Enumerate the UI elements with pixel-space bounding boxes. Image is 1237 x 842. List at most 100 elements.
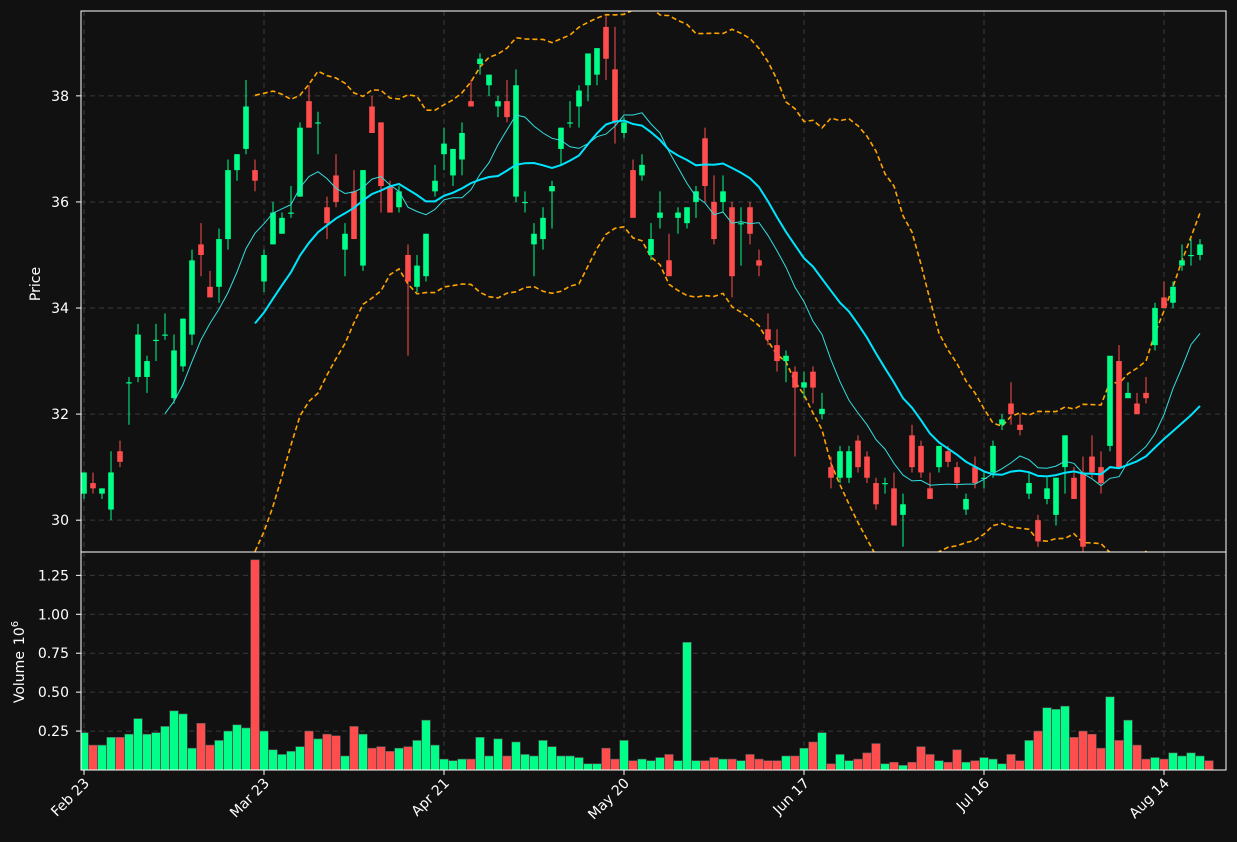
volume-bar [682,642,692,770]
volume-bar [1006,754,1016,770]
candle-body [999,419,1005,425]
volume-bar [664,754,674,770]
volume-bar [655,757,665,770]
candle-body [1125,392,1131,399]
candle-body [1026,483,1032,494]
candle-body [1089,456,1095,473]
candle-body [495,101,501,107]
candle-body [297,127,303,197]
candle-body [270,212,276,245]
volume-bar [448,760,458,770]
volume-bar [988,758,998,770]
volume-bar [1069,736,1079,770]
volume-tick-label: 0.25 [38,724,69,740]
candle-body [873,483,879,505]
volume-bar [349,726,359,770]
volume-bar [1186,752,1196,770]
volume-bar [1177,755,1187,770]
candle-body [828,467,834,478]
volume-bar [241,727,251,770]
volume-bar [601,747,611,770]
candle-body [909,435,915,468]
volume-bar [1195,755,1205,770]
price-tick-label: 38 [51,89,69,105]
volume-bar [394,747,404,770]
volume-bar [493,738,503,770]
volume-bar [781,755,791,770]
volume-bar [511,741,521,770]
volume-bar [259,730,269,770]
volume-bar [547,746,557,770]
volume-bar [205,744,215,770]
price-axis-label: Price [28,267,44,301]
volume-bar [124,733,134,770]
volume-bar [214,740,224,770]
volume-tick-label: 0.75 [38,646,69,662]
upper-band-line [254,11,1201,428]
candle-body [1017,424,1023,431]
candle-body [1053,477,1059,515]
volume-bar [943,761,953,770]
volume-bar [196,722,206,770]
candle-body [180,318,186,367]
candle-body [747,207,753,234]
candle-body [369,106,375,133]
candle-body [414,265,420,287]
volume-bar [81,732,89,770]
volume-bar [115,736,125,770]
volume-bar [520,754,530,770]
volume-bar [1087,733,1097,770]
candle-body [1152,308,1158,346]
candlesticks [81,16,1203,552]
candle-body [261,254,267,282]
volume-bar [844,760,854,770]
candle-body [198,244,204,255]
volume-tick-label: 0.50 [38,685,69,701]
volume-bar [790,755,800,770]
candle-body [720,191,726,202]
candle-body [189,260,195,335]
volume-bar [1123,719,1133,770]
candle-body [1134,403,1140,415]
volume-bar [484,755,494,770]
volume-bar [565,755,575,770]
candle-body [405,254,411,282]
candle-body [351,191,357,240]
volume-bar [403,746,413,770]
axis-labels: Price Volume 106 [10,267,44,703]
volume-bar [583,763,593,770]
candle-body [819,408,825,415]
volume-bar [250,559,260,770]
candle-body [459,132,465,160]
volume-bar [1024,740,1034,770]
volume-bar [1168,752,1178,770]
volume-bar [385,751,395,770]
volume-bar [178,713,188,770]
volume-tick-label: 1.25 [38,568,69,584]
volume-bar [835,754,845,770]
candle-body [1062,435,1068,468]
candle-body [846,451,852,478]
volume-bar [727,758,737,770]
candle-body [387,186,393,213]
volume-axis-label-base: 10 [12,627,28,645]
candle-body [423,233,429,277]
candle-body [765,329,771,340]
volume-bar [340,755,350,770]
candle-body [891,488,897,526]
volume-bar [880,763,890,770]
candle-body [1188,254,1194,257]
moving-averages [164,112,1201,487]
candle-body [99,488,105,494]
volume-bar [979,757,989,770]
candle-body [972,467,978,484]
candle-body [648,239,654,255]
volume-bar [457,758,467,770]
volume-bar [646,760,656,770]
candle-body [396,191,402,208]
volume-bar [619,740,629,770]
volume-bar [853,758,863,770]
candle-body [918,445,924,473]
candle-body [810,371,816,388]
candle-body [162,334,168,336]
